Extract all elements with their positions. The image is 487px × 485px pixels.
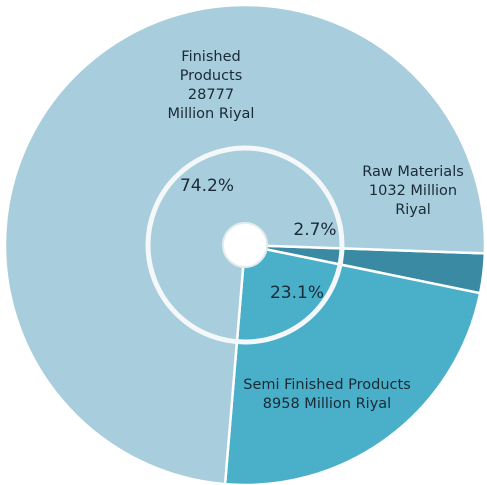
slice-label-finished-products: Finished Products 28777 Million Riyal bbox=[168, 49, 255, 122]
slice-label-line: Products bbox=[180, 68, 243, 84]
ring-layer bbox=[145, 145, 345, 345]
slice-label-line: Million Riyal bbox=[168, 106, 255, 122]
slice-label-raw-materials: Raw Materials 1032 Million Riyal bbox=[362, 164, 464, 218]
slice-semi-finished-products bbox=[223, 243, 482, 485]
slice-label-line: Riyal bbox=[395, 202, 431, 218]
slice-label-line: Semi Finished Products bbox=[243, 377, 411, 393]
labels-layer: Finished Products 28777 Million Riyal 74.2% R… bbox=[168, 49, 464, 412]
slice-label-line: Finished bbox=[181, 49, 240, 65]
slice-label-line: 1032 Million bbox=[369, 183, 457, 199]
percent-label-semi-finished-products: 23.1% bbox=[270, 283, 324, 303]
percent-label-raw-materials: 2.7% bbox=[293, 220, 336, 240]
slice-label-line: 8958 Million Riyal bbox=[263, 396, 391, 412]
center-hole bbox=[222, 222, 268, 268]
inner-ring bbox=[145, 145, 345, 345]
slice-label-semi-finished-products: Semi Finished Products 8958 Million Riyal bbox=[243, 377, 411, 412]
percent-label-finished-products: 74.2% bbox=[180, 176, 234, 196]
slice-label-line: Raw Materials bbox=[362, 164, 464, 180]
slice-label-line: 28777 bbox=[188, 87, 234, 103]
